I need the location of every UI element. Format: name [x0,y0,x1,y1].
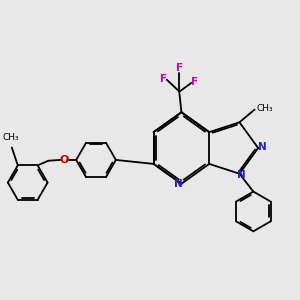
Text: N: N [258,142,266,152]
Text: N: N [174,179,183,189]
Text: CH₃: CH₃ [257,103,274,112]
Text: N: N [238,170,246,180]
Text: CH₃: CH₃ [3,133,19,142]
Text: F: F [160,74,167,84]
Text: F: F [191,77,198,87]
Text: O: O [60,155,69,165]
Text: F: F [176,63,183,73]
